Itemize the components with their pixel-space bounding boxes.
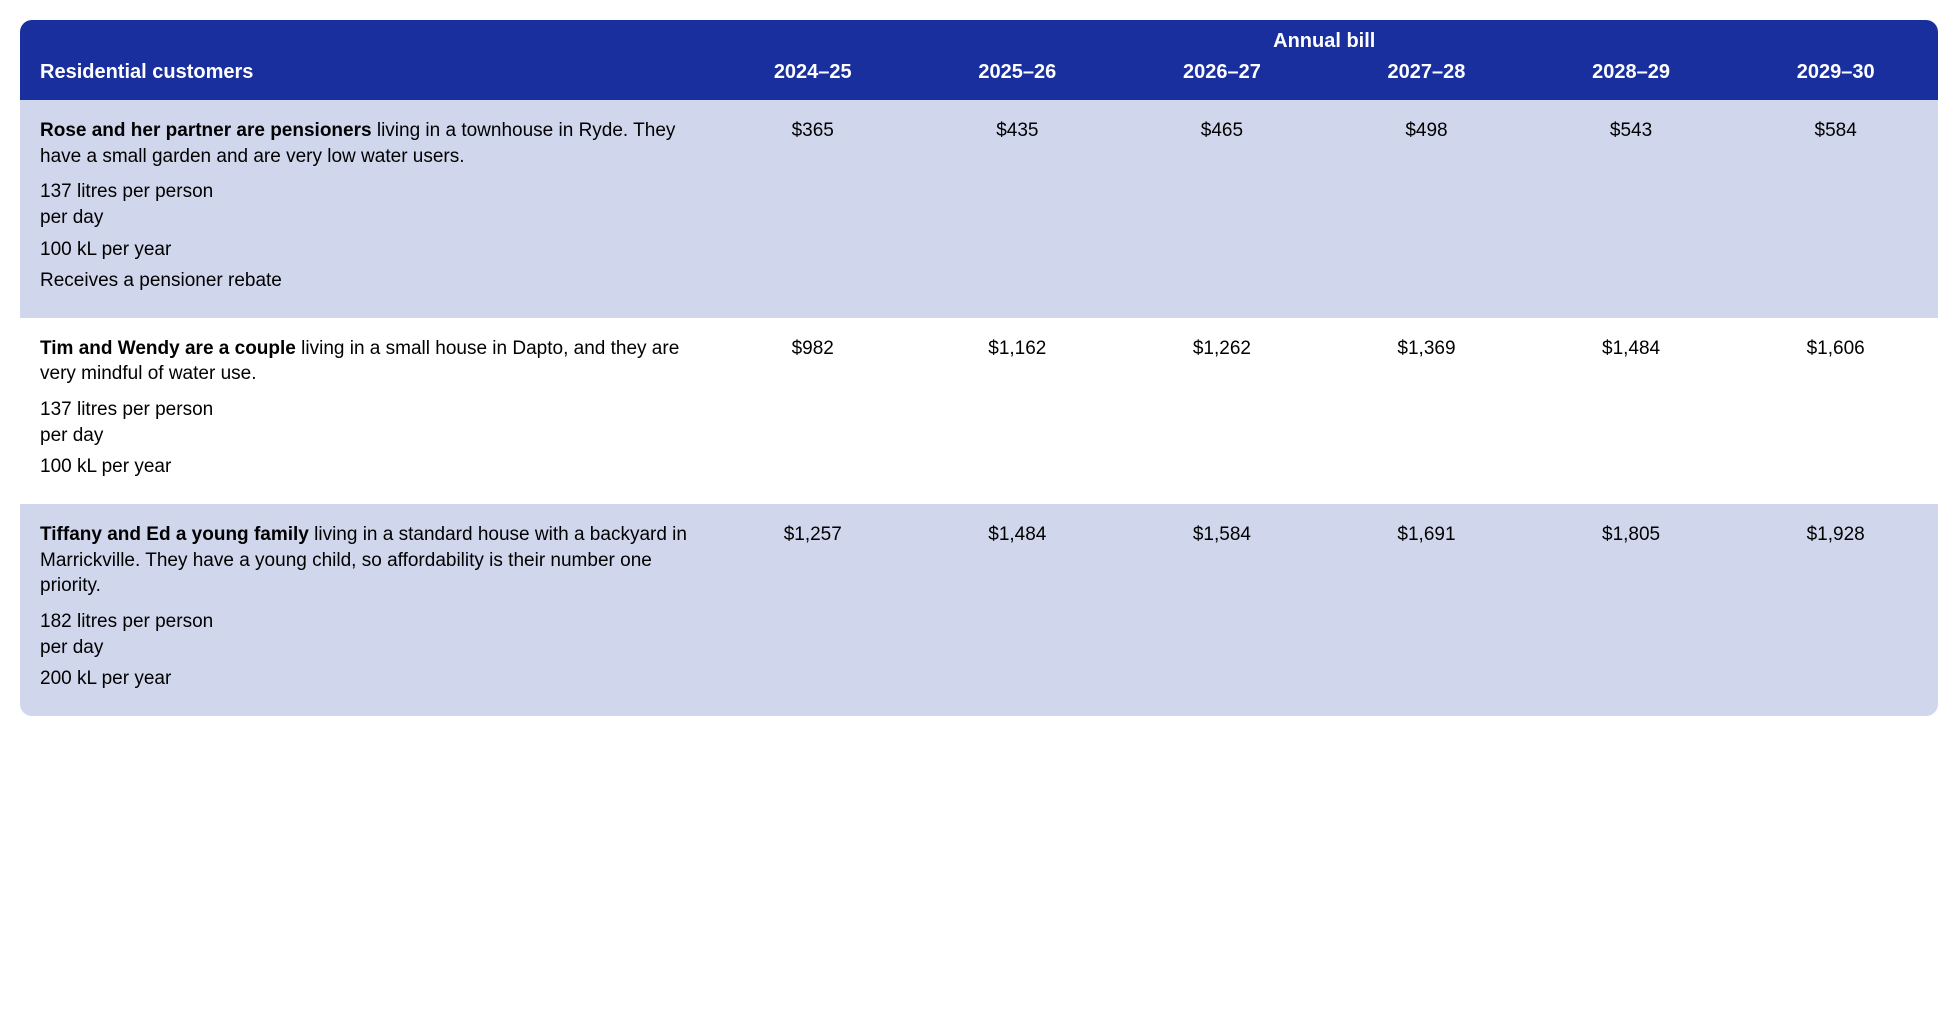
row-lead: Tim and Wendy are a couple bbox=[40, 338, 296, 359]
table-row: Tiffany and Ed a young family living in … bbox=[20, 504, 1938, 716]
row-value: $584 bbox=[1733, 100, 1938, 318]
row-meta-usage-per-year: 200 kL per year bbox=[40, 666, 690, 692]
row-meta-usage-per-year: 100 kL per year bbox=[40, 454, 690, 480]
header-year-3: 2027–28 bbox=[1324, 57, 1529, 100]
row-value: $982 bbox=[710, 318, 915, 504]
row-meta-usage-per-person: 137 litres per personper day bbox=[40, 397, 690, 448]
header-year-5: 2029–30 bbox=[1733, 57, 1938, 100]
row-description: Rose and her partner are pensioners livi… bbox=[20, 100, 710, 318]
row-value: $365 bbox=[710, 100, 915, 318]
row-value: $1,484 bbox=[1529, 318, 1734, 504]
row-description: Tiffany and Ed a young family living in … bbox=[20, 504, 710, 716]
row-value: $498 bbox=[1324, 100, 1529, 318]
table-row: Tim and Wendy are a couple living in a s… bbox=[20, 318, 1938, 504]
header-spanning-label: Annual bill bbox=[710, 20, 1938, 57]
header-year-1: 2025–26 bbox=[915, 57, 1120, 100]
row-lead: Tiffany and Ed a young family bbox=[40, 524, 309, 545]
row-value: $465 bbox=[1120, 100, 1325, 318]
header-row-label: Residential customers bbox=[20, 57, 710, 100]
row-value: $543 bbox=[1529, 100, 1734, 318]
row-value: $1,691 bbox=[1324, 504, 1529, 716]
table-row: Rose and her partner are pensioners livi… bbox=[20, 100, 1938, 318]
header-year-2: 2026–27 bbox=[1120, 57, 1325, 100]
row-meta-extra: Receives a pensioner rebate bbox=[40, 268, 690, 294]
table-body: Rose and her partner are pensioners livi… bbox=[20, 100, 1938, 716]
row-meta-usage-per-year: 100 kL per year bbox=[40, 237, 690, 263]
header-blank bbox=[20, 20, 710, 57]
row-value: $435 bbox=[915, 100, 1120, 318]
header-year-0: 2024–25 bbox=[710, 57, 915, 100]
row-meta-usage-per-person: 182 litres per personper day bbox=[40, 609, 690, 660]
row-meta-usage-per-person: 137 litres per personper day bbox=[40, 179, 690, 230]
row-value: $1,805 bbox=[1529, 504, 1734, 716]
header-year-4: 2028–29 bbox=[1529, 57, 1734, 100]
row-value: $1,584 bbox=[1120, 504, 1325, 716]
row-value: $1,257 bbox=[710, 504, 915, 716]
row-value: $1,162 bbox=[915, 318, 1120, 504]
row-value: $1,606 bbox=[1733, 318, 1938, 504]
row-value: $1,262 bbox=[1120, 318, 1325, 504]
row-lead: Rose and her partner are pensioners bbox=[40, 120, 372, 141]
annual-bill-table: Annual bill Residential customers 2024–2… bbox=[20, 20, 1938, 716]
row-value: $1,928 bbox=[1733, 504, 1938, 716]
row-value: $1,369 bbox=[1324, 318, 1529, 504]
row-value: $1,484 bbox=[915, 504, 1120, 716]
row-description: Tim and Wendy are a couple living in a s… bbox=[20, 318, 710, 504]
